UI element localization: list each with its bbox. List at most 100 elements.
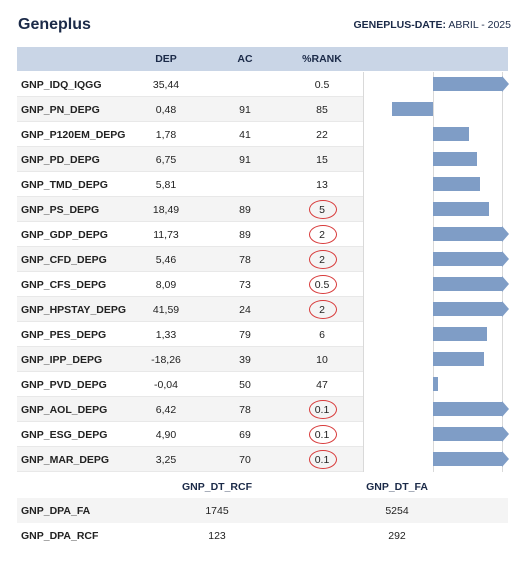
summary-header-rcf: GNP_DT_RCF bbox=[181, 481, 252, 493]
row-name: GNP_CFS_DEPG bbox=[21, 279, 107, 291]
row-rank-value: 2 bbox=[289, 300, 355, 319]
row-ac-value: 91 bbox=[239, 104, 251, 116]
row-rank-value: 13 bbox=[316, 179, 328, 191]
table-row: GNP_ESG_DEPG 4,90 69 0.1 bbox=[17, 422, 508, 447]
table-row: GNP_CFS_DEPG 8,09 73 0.5 bbox=[17, 272, 508, 297]
row-name: GNP_PVD_DEPG bbox=[21, 379, 107, 391]
overflow-arrow-icon bbox=[502, 451, 509, 467]
overflow-arrow-icon bbox=[502, 226, 509, 242]
table-row: GNP_GDP_DEPG 11,73 89 2 bbox=[17, 222, 508, 247]
rank-bar bbox=[433, 127, 469, 141]
row-rank-value: 0.1 bbox=[289, 400, 355, 419]
row-name: GNP_TMD_DEPG bbox=[21, 179, 108, 191]
row-ac-value: 79 bbox=[239, 329, 251, 341]
row-dep-value: 8,09 bbox=[155, 279, 177, 291]
row-dep-value: 3,25 bbox=[155, 454, 177, 466]
rank-bar bbox=[433, 427, 502, 441]
row-ac-value: 41 bbox=[239, 129, 251, 141]
report-header: Geneplus GENEPLUS-DATE: ABRIL - 2025 bbox=[18, 14, 511, 38]
rank-bar bbox=[433, 202, 490, 216]
row-ac-value: 70 bbox=[239, 454, 251, 466]
right-gridline bbox=[502, 72, 503, 472]
row-ac-value: 78 bbox=[239, 404, 251, 416]
row-name: GNP_PS_DEPG bbox=[21, 204, 100, 216]
row-name: GNP_IDQ_IQGG bbox=[21, 79, 102, 91]
row-name: GNP_MAR_DEPG bbox=[21, 454, 110, 466]
row-ac-value: 24 bbox=[239, 304, 251, 316]
table-row: GNP_PES_DEPG 1,33 79 6 bbox=[17, 322, 508, 347]
row-ac-value: 91 bbox=[239, 154, 251, 166]
row-dep-value: 6,42 bbox=[155, 404, 177, 416]
row-rank-value: 0.1 bbox=[289, 425, 355, 444]
rank-bar bbox=[433, 277, 502, 291]
column-header-rank: %RANK bbox=[302, 53, 342, 65]
row-dep-value: 0,48 bbox=[155, 104, 177, 116]
row-dep-value: 35,44 bbox=[152, 79, 180, 91]
row-rank-value: 2 bbox=[289, 250, 355, 269]
rank-bar bbox=[433, 177, 480, 191]
rank-bar bbox=[433, 327, 488, 341]
overflow-arrow-icon bbox=[502, 76, 509, 92]
summary-rcf-value: 1745 bbox=[205, 505, 229, 517]
summary-table: GNP_DT_RCF GNP_DT_FA GNP_DPA_FA 1745 5254 G… bbox=[17, 474, 508, 548]
summary-fa-value: 292 bbox=[388, 530, 406, 542]
summary-rcf-value: 123 bbox=[208, 530, 226, 542]
row-ac-value: 69 bbox=[239, 429, 251, 441]
row-dep-value: -18,26 bbox=[151, 354, 181, 366]
rank-bar bbox=[433, 352, 484, 366]
summary-fa-value: 5254 bbox=[385, 505, 409, 517]
row-ac-value: 89 bbox=[239, 204, 251, 216]
row-dep-value: 1,78 bbox=[155, 129, 177, 141]
row-rank-value: 6 bbox=[319, 329, 325, 341]
table-row: GNP_IDQ_IQGG 35,44 0.5 bbox=[17, 72, 508, 97]
row-rank-value: 22 bbox=[316, 129, 328, 141]
row-dep-value: 6,75 bbox=[155, 154, 177, 166]
column-header-ac: AC bbox=[237, 53, 253, 65]
row-dep-value: -0,04 bbox=[154, 379, 178, 391]
date-label: GENEPLUS-DATE: bbox=[353, 19, 446, 31]
rank-bar bbox=[392, 102, 433, 116]
column-header-row: DEP AC %RANK bbox=[17, 47, 508, 71]
row-rank-value: 2 bbox=[289, 225, 355, 244]
overflow-arrow-icon bbox=[502, 251, 509, 267]
rank-bar bbox=[433, 152, 478, 166]
date-value: ABRIL - 2025 bbox=[448, 19, 511, 31]
row-name: GNP_PD_DEPG bbox=[21, 154, 100, 166]
zero-gridline bbox=[433, 72, 434, 472]
rank-bar bbox=[433, 77, 502, 91]
row-name: GNP_PN_DEPG bbox=[21, 104, 100, 116]
row-dep-value: 5,46 bbox=[155, 254, 177, 266]
row-rank-value: 0.5 bbox=[314, 79, 330, 91]
page-title: Geneplus bbox=[18, 16, 91, 33]
summary-header-row: GNP_DT_RCF GNP_DT_FA bbox=[17, 474, 508, 498]
row-rank-value: 0.5 bbox=[289, 275, 355, 294]
row-rank-value: 10 bbox=[316, 354, 328, 366]
row-name: GNP_P120EM_DEPG bbox=[21, 129, 126, 141]
row-name: GNP_GDP_DEPG bbox=[21, 229, 108, 241]
row-ac-value: 89 bbox=[239, 229, 251, 241]
rank-bar bbox=[433, 402, 502, 416]
row-rank-value: 47 bbox=[316, 379, 328, 391]
rank-bar bbox=[433, 452, 502, 466]
rank-bar-chart bbox=[363, 72, 509, 472]
overflow-arrow-icon bbox=[502, 276, 509, 292]
row-ac-value: 39 bbox=[239, 354, 251, 366]
rank-bar bbox=[433, 252, 502, 266]
row-ac-value: 73 bbox=[239, 279, 251, 291]
row-rank-value: 0.1 bbox=[289, 450, 355, 469]
overflow-arrow-icon bbox=[502, 401, 509, 417]
row-ac-value: 78 bbox=[239, 254, 251, 266]
row-name: GNP_IPP_DEPG bbox=[21, 354, 103, 366]
row-dep-value: 18,49 bbox=[152, 204, 180, 216]
row-dep-value: 41,59 bbox=[152, 304, 180, 316]
row-dep-value: 5,81 bbox=[155, 179, 177, 191]
summary-row: GNP_DPA_FA 1745 5254 bbox=[17, 498, 508, 523]
row-dep-value: 4,90 bbox=[155, 429, 177, 441]
row-name: GNP_PES_DEPG bbox=[21, 329, 107, 341]
row-rank-value: 85 bbox=[316, 104, 328, 116]
table-row: GNP_PVD_DEPG -0,04 50 47 bbox=[17, 372, 508, 397]
row-rank-value: 15 bbox=[316, 154, 328, 166]
row-rank-value: 5 bbox=[289, 200, 355, 219]
row-dep-value: 1,33 bbox=[155, 329, 177, 341]
row-name: GNP_AOL_DEPG bbox=[21, 404, 108, 416]
